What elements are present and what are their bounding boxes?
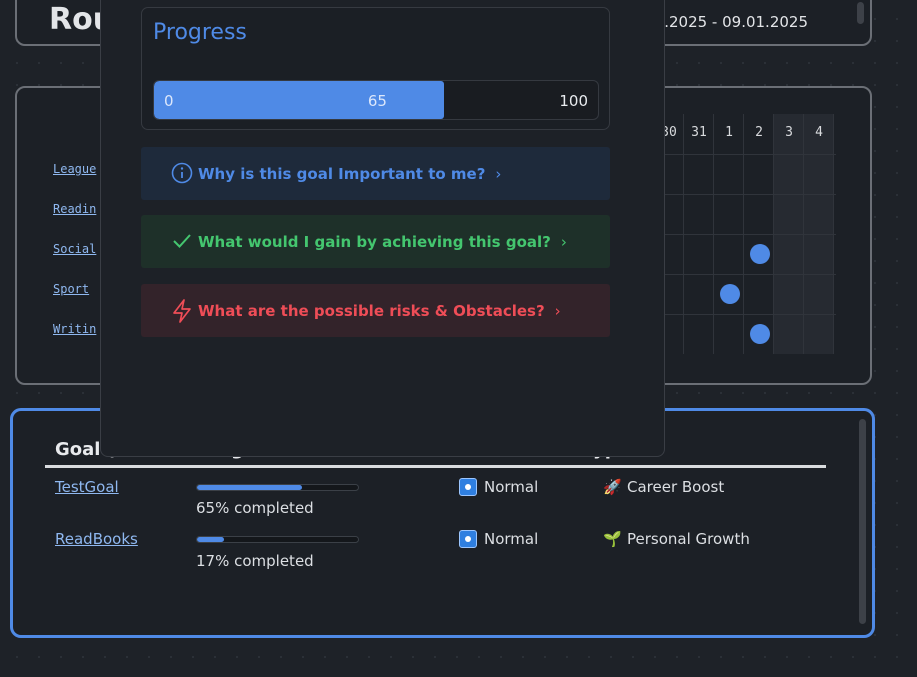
column-header-goal: Goal (	[55, 439, 115, 460]
day-header: 31	[691, 125, 707, 140]
routine-date-range: 01.2025 - 09.01.2025	[645, 13, 808, 31]
day-header: 1	[725, 125, 733, 140]
goal-type: Career Boost	[627, 478, 725, 496]
chevron-right-icon: ›	[554, 301, 561, 320]
goal-progress-text: 17% completed	[196, 552, 314, 570]
habit-grid: 30 31 1 2 3 4	[654, 114, 836, 354]
habit-check-dot[interactable]	[750, 244, 770, 264]
goal-detail-popover: Progress 0 65 100 Why is this goal Impor…	[100, 0, 665, 457]
chevron-right-icon: ›	[560, 232, 567, 251]
day-header: 4	[815, 125, 823, 140]
day-header: 30	[661, 125, 677, 140]
progress-min-label: 0	[164, 92, 174, 110]
routine-scrollbar[interactable]	[857, 2, 864, 24]
callout-what-gain[interactable]: What would I gain by achieving this goal…	[141, 215, 610, 268]
habit-check-dot[interactable]	[720, 284, 740, 304]
goal-type: Personal Growth	[627, 530, 750, 548]
callout-why-label: Why is this goal Important to me?	[198, 164, 486, 183]
day-header: 3	[785, 125, 793, 140]
callout-risk-label: What are the possible risks & Obstacles?	[198, 301, 545, 320]
progress-panel: Progress 0 65 100	[141, 7, 610, 130]
progress-max-label: 100	[559, 92, 588, 110]
progress-value-label: 65	[367, 92, 387, 110]
progress-title: Progress	[153, 20, 247, 45]
day-header: 2	[755, 125, 763, 140]
habit-check-dot[interactable]	[750, 324, 770, 344]
info-icon	[171, 162, 193, 184]
callout-risks-obstacles[interactable]: What are the possible risks & Obstacles?…	[141, 284, 610, 337]
habit-link-reading[interactable]: Readin	[53, 202, 97, 216]
grid-line	[654, 194, 836, 195]
priority-radio-icon	[459, 530, 477, 548]
habit-link-sport[interactable]: Sport	[53, 282, 90, 296]
habit-link-writing[interactable]: Writin	[53, 322, 97, 336]
goal-progress-fill	[197, 537, 225, 542]
habit-link-social[interactable]: Social	[53, 242, 97, 256]
goal-progress-text: 65% completed	[196, 499, 314, 517]
goals-scrollbar[interactable]	[859, 419, 866, 624]
callout-why-important[interactable]: Why is this goal Important to me? ›	[141, 147, 610, 200]
grid-line	[654, 274, 836, 275]
goal-link-readbooks[interactable]: ReadBooks	[55, 530, 138, 548]
seedling-icon: 🌱	[603, 530, 622, 548]
lightning-icon	[173, 299, 191, 323]
header-divider	[45, 465, 826, 468]
rocket-icon: 🚀	[603, 478, 622, 496]
progress-slider[interactable]: 0 65 100	[153, 80, 599, 120]
goal-link-testgoal[interactable]: TestGoal	[55, 478, 119, 496]
grid-line	[654, 314, 836, 315]
habit-link-league[interactable]: League	[53, 162, 97, 176]
grid-line	[654, 234, 836, 235]
progress-slider-fill	[154, 81, 444, 119]
goal-progress-bar	[196, 484, 359, 491]
grid-line	[654, 154, 836, 155]
goal-priority: Normal	[484, 530, 539, 548]
priority-radio-icon	[459, 478, 477, 496]
goal-progress-fill	[197, 485, 302, 490]
chevron-right-icon: ›	[495, 164, 502, 183]
goal-priority: Normal	[484, 478, 539, 496]
goal-progress-bar	[196, 536, 359, 543]
check-icon	[173, 234, 191, 248]
callout-gain-label: What would I gain by achieving this goal…	[198, 232, 551, 251]
